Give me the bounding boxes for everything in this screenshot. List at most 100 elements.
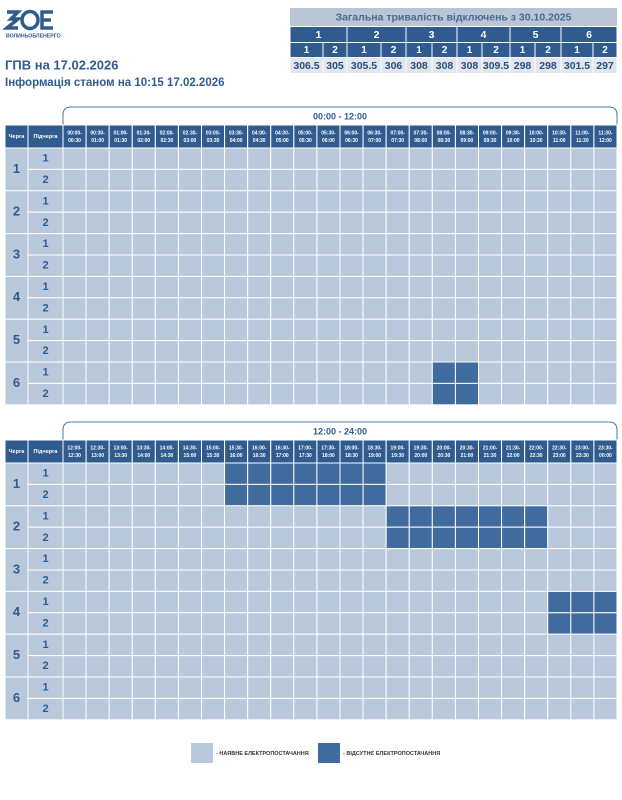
slot-cell — [224, 612, 249, 635]
slot-cell — [478, 361, 503, 384]
slot-cell — [85, 655, 110, 678]
slot-cell — [85, 483, 110, 507]
slot-cell — [270, 318, 295, 342]
slot-cell — [131, 612, 156, 635]
slot-cell — [108, 633, 133, 657]
slot-cell — [454, 462, 479, 485]
slot-end: 16:00 — [230, 453, 243, 459]
header-cell — [224, 439, 249, 464]
slot-cell — [270, 382, 295, 406]
slot-cell — [431, 697, 456, 721]
slot-cell — [270, 340, 295, 363]
slot-end: 18:30 — [345, 453, 358, 459]
slot-cell — [454, 526, 479, 550]
slot-cell — [478, 483, 503, 507]
slot-start: 16:00- — [252, 445, 267, 451]
slot-cell — [316, 505, 341, 528]
slot-cell — [524, 462, 549, 485]
slot-cell — [501, 147, 526, 170]
slot-cell — [593, 297, 618, 320]
subqueue-label: 2 — [42, 532, 48, 544]
slot-cell — [201, 526, 226, 550]
slot-cell — [177, 655, 203, 678]
slot-cell — [570, 340, 595, 363]
slot-cell — [362, 697, 387, 721]
slot-cell — [224, 505, 249, 528]
header-cell — [62, 439, 87, 464]
slot-cell — [62, 275, 87, 299]
subqueue-header: Підчерга — [34, 134, 59, 140]
slot-cell — [547, 569, 572, 592]
slot-cell — [108, 676, 133, 699]
slot-start: 13:30- — [137, 445, 152, 451]
slot-cell — [385, 233, 410, 256]
slot-cell — [108, 697, 133, 721]
slot-cell — [431, 462, 456, 485]
slot-cell — [177, 697, 203, 721]
header-cell — [570, 439, 595, 464]
slot-cell — [316, 633, 341, 657]
slot-cell — [547, 233, 572, 256]
slot-start: 16:30- — [275, 445, 290, 451]
header-cell — [501, 124, 526, 149]
header-cell — [62, 124, 87, 149]
slot-cell — [501, 676, 526, 699]
slot-cell — [362, 168, 387, 192]
slot-cell — [293, 462, 318, 485]
slot-end: 22:00 — [507, 453, 520, 459]
slot-cell — [177, 505, 203, 528]
slot-cell — [201, 361, 226, 384]
slot-cell — [247, 382, 272, 406]
period-title: 00:00 - 12:00 — [313, 111, 367, 121]
slot-cell — [431, 483, 456, 507]
slot-cell — [247, 361, 272, 384]
slot-cell — [570, 297, 595, 320]
slot-cell — [431, 233, 456, 256]
slot-cell — [431, 147, 456, 170]
header-cell — [154, 439, 179, 464]
slot-cell — [524, 569, 549, 592]
slot-cell — [454, 190, 479, 213]
slot-cell — [454, 361, 479, 384]
slot-cell — [454, 340, 479, 363]
slot-cell — [224, 655, 249, 678]
slot-cell — [454, 275, 479, 299]
slot-cell — [316, 382, 341, 406]
slot-cell — [270, 190, 295, 213]
slot-cell — [62, 233, 87, 256]
slot-cell — [454, 633, 479, 657]
slot-cell — [177, 190, 203, 213]
slot-cell — [154, 275, 179, 299]
slot-cell — [362, 233, 387, 256]
slot-cell — [570, 526, 595, 550]
slot-cell — [201, 697, 226, 721]
slot-cell — [224, 168, 249, 192]
slot-cell — [501, 275, 526, 299]
header-cell — [524, 124, 549, 149]
slot-end: 23:00 — [553, 453, 566, 459]
slot-cell — [547, 190, 572, 213]
slot-cell — [339, 655, 364, 678]
slot-cell — [224, 233, 249, 256]
slot-end: 04:00 — [230, 138, 243, 144]
slot-cell — [478, 569, 503, 592]
slot-cell — [293, 147, 318, 170]
slot-cell — [570, 676, 595, 699]
slot-cell — [454, 382, 479, 406]
slot-cell — [62, 505, 87, 528]
slot-cell — [316, 612, 341, 635]
slot-cell — [62, 382, 87, 406]
slot-cell — [316, 569, 341, 592]
slot-cell — [270, 676, 295, 699]
slot-cell — [316, 548, 341, 571]
slot-cell — [316, 697, 341, 721]
slot-cell — [108, 318, 133, 342]
slot-cell — [62, 211, 87, 235]
slot-end: 14:30 — [160, 453, 173, 459]
slot-cell — [408, 297, 433, 320]
slot-cell — [247, 590, 272, 614]
slot-cell — [547, 382, 572, 406]
slot-cell — [593, 569, 618, 592]
slot-cell — [362, 297, 387, 320]
slot-cell — [85, 361, 110, 384]
